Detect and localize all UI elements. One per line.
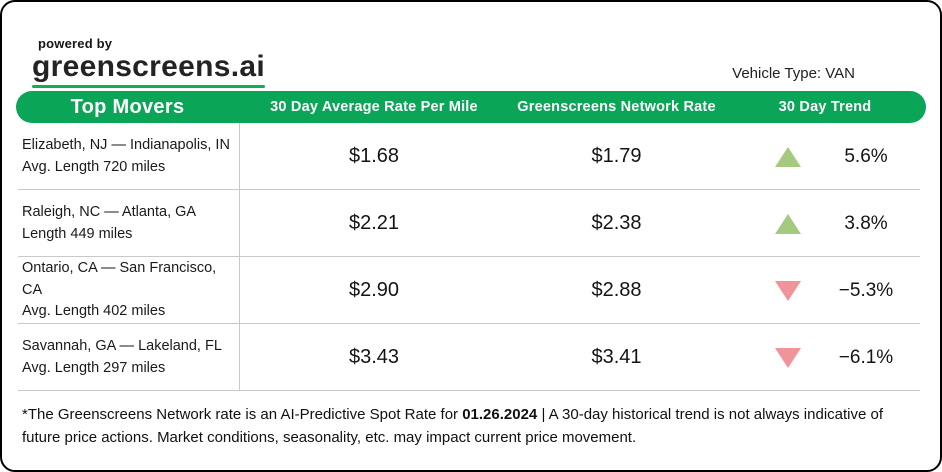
footnote-prefix: *The Greenscreens Network rate is an AI-…	[22, 406, 463, 423]
network-rate-value: $2.88	[591, 279, 642, 301]
table-header: Top Movers 30 Day Average Rate Per Mile …	[16, 91, 926, 123]
route-name: Savannah, GA — Lakeland, FL	[22, 337, 222, 354]
table-row: Ontario, CA — San Francisco, CA Avg. Len…	[2, 257, 940, 324]
table-row: Elizabeth, NJ — Indianapolis, IN Avg. Le…	[2, 123, 940, 190]
logo-wordmark: greenscreens.ai	[32, 49, 265, 83]
footnote-date: 01.26.2024	[462, 406, 538, 423]
trend-cell: 5.6%	[724, 146, 940, 168]
table-body: Elizabeth, NJ — Indianapolis, IN Avg. Le…	[2, 123, 940, 391]
route-cell: Savannah, GA — Lakeland, FL Avg. Length …	[2, 336, 239, 380]
route-name: Elizabeth, NJ — Indianapolis, IN	[22, 136, 230, 153]
route-cell: Raleigh, NC — Atlanta, GA Length 449 mil…	[2, 202, 239, 246]
trend-percent: −5.3%	[838, 279, 894, 301]
vehicle-type-label: Vehicle Type: VAN	[732, 65, 855, 82]
network-rate-value: $2.38	[591, 212, 642, 234]
route-length: Avg. Length 720 miles	[22, 158, 166, 175]
trend-down-icon	[775, 347, 801, 368]
avg-rate-value: $2.90	[348, 279, 400, 301]
trend-up-icon	[775, 146, 801, 167]
header-trend: 30 Day Trend	[778, 99, 872, 115]
logo-underline	[32, 85, 265, 88]
trend-cell: −5.3%	[724, 280, 940, 302]
footnote: *The Greenscreens Network rate is an AI-…	[22, 404, 924, 449]
network-rate-value: $3.41	[591, 346, 642, 368]
route-name: Ontario, CA — San Francisco, CA	[22, 259, 217, 298]
route-cell: Elizabeth, NJ — Indianapolis, IN Avg. Le…	[2, 135, 239, 179]
avg-rate-value: $2.21	[348, 212, 400, 234]
route-length: Avg. Length 402 miles	[22, 303, 166, 320]
trend-down-icon	[775, 280, 801, 301]
trend-percent: 3.8%	[844, 212, 888, 234]
avg-rate-value: $3.43	[348, 346, 400, 368]
footnote-suffix: | A 30-day historical trend is not alway…	[22, 406, 884, 446]
powered-by-label: powered by	[38, 35, 113, 51]
table-row: Raleigh, NC — Atlanta, GA Length 449 mil…	[2, 190, 940, 257]
route-length: Avg. Length 297 miles	[22, 359, 166, 376]
network-rate-value: $1.79	[591, 145, 642, 167]
trend-cell: −6.1%	[724, 347, 940, 369]
header-avg-rate: 30 Day Average Rate Per Mile	[270, 99, 478, 115]
trend-up-icon	[775, 213, 801, 234]
trend-cell: 3.8%	[724, 213, 940, 235]
route-length: Length 449 miles	[22, 225, 133, 242]
column-divider	[239, 123, 240, 391]
greenscreens-logo: powered by greenscreens.ai	[32, 35, 265, 88]
header-network-rate: Greenscreens Network Rate	[517, 99, 716, 115]
trend-percent: −6.1%	[838, 346, 894, 368]
route-cell: Ontario, CA — San Francisco, CA Avg. Len…	[2, 258, 239, 323]
header-top-movers: Top Movers	[70, 95, 185, 118]
route-name: Raleigh, NC — Atlanta, GA	[22, 203, 197, 220]
top-row: powered by greenscreens.ai Vehicle Type:…	[2, 2, 940, 88]
avg-rate-value: $1.68	[348, 145, 400, 167]
trend-percent: 5.6%	[844, 145, 888, 167]
table-row: Savannah, GA — Lakeland, FL Avg. Length …	[2, 324, 940, 391]
